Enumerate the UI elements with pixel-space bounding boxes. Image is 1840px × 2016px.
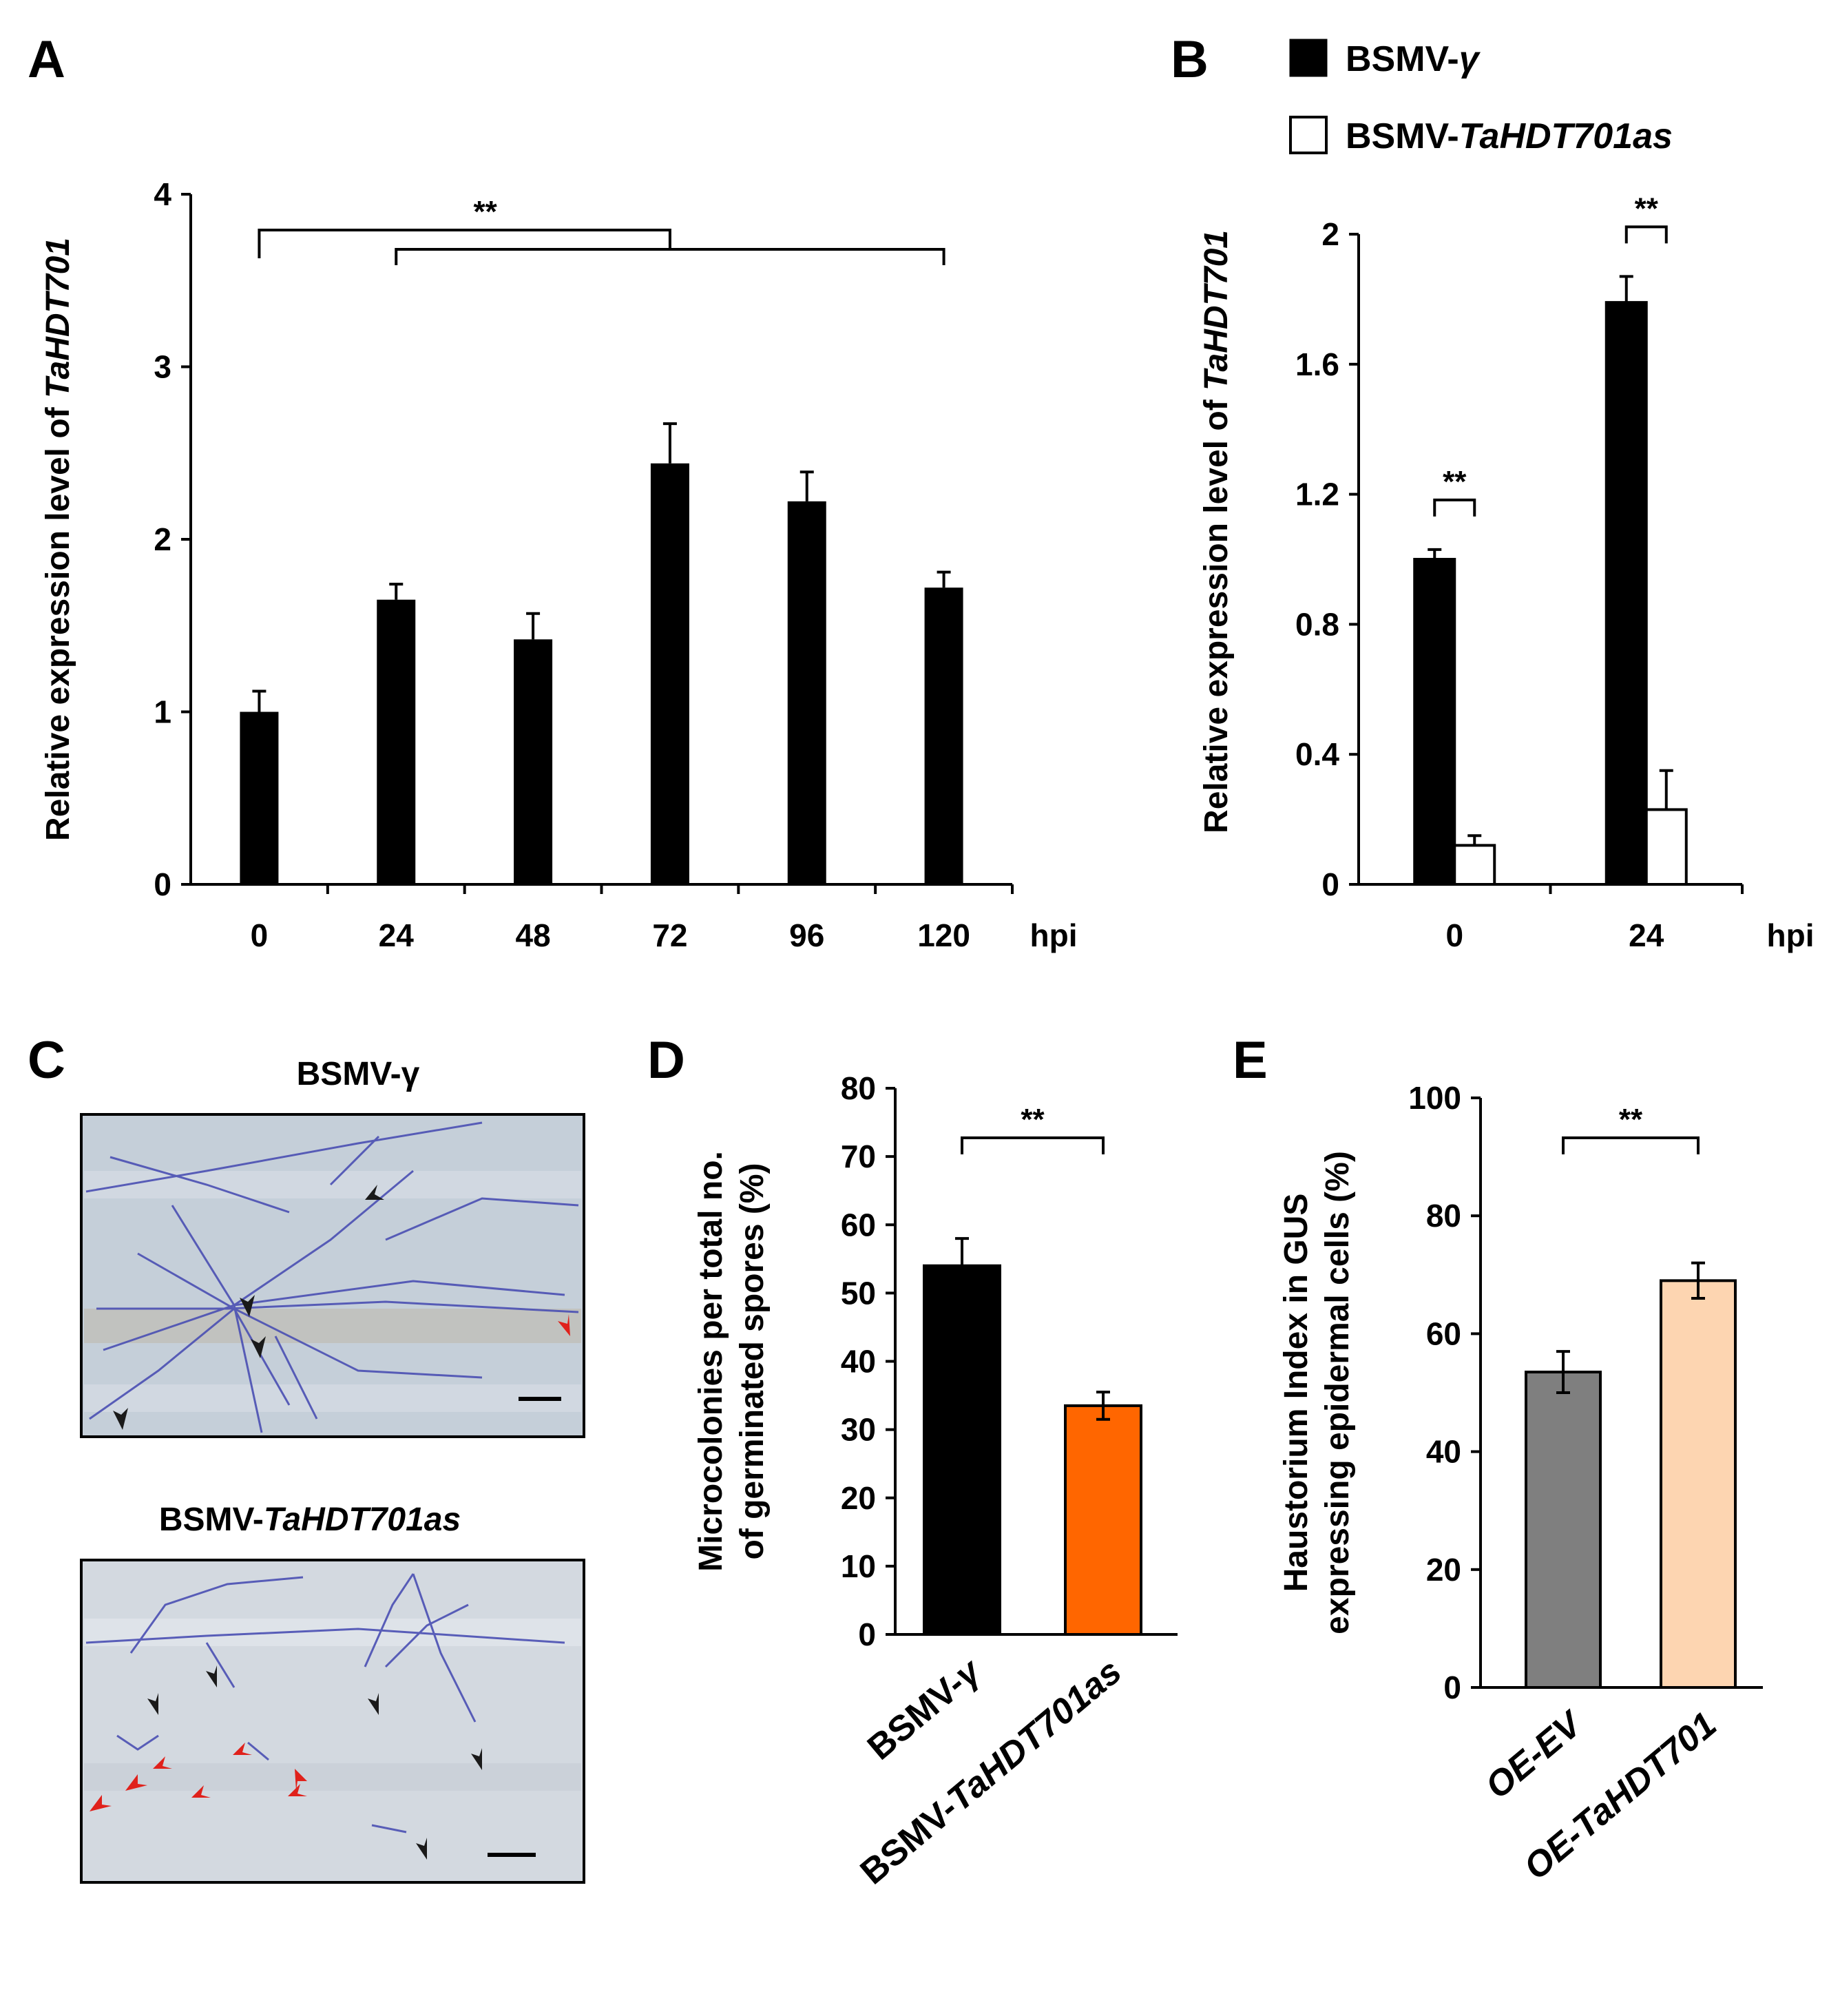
chart-b-bar-series2: [1453, 844, 1496, 886]
micrograph-bottom-title: BSMV-TaHDT701as: [159, 1501, 461, 1538]
chart-d-ylabel-line1: Microcolonies per total no.: [693, 1151, 729, 1572]
chart-b-ytick-label: 2: [1321, 216, 1339, 252]
legend-swatch-bsmv-tahdt701as: [1289, 116, 1328, 154]
chart-a-xtick-label: 96: [789, 917, 824, 953]
chart-d-ytick-label: 70: [841, 1139, 876, 1174]
chart-d-ylabel-line2: of germinated spores (%): [734, 1163, 771, 1559]
chart-a-ytick-label: 0: [154, 866, 171, 902]
chart-e-xtick-label: OE-EV: [1478, 1703, 1591, 1807]
chart-d-ytick-label: 40: [841, 1344, 876, 1380]
chart-a-ytick-label: 4: [154, 176, 171, 212]
panel-letter-c: C: [28, 1031, 65, 1090]
chart-e-ytick-label: 40: [1426, 1434, 1461, 1470]
legend-label-bsmv-tahdt701as: BSMV-TaHDT701as: [1346, 116, 1673, 156]
chart-e-ytick-label: 60: [1426, 1316, 1461, 1351]
chart-e-ytick-label: 100: [1408, 1080, 1461, 1116]
chart-d-ytick-label: 50: [841, 1275, 876, 1311]
chart-e-bar: [1660, 1279, 1737, 1689]
chart-a-ytick-label: 3: [154, 349, 171, 385]
chart-e-ytick-label: 20: [1426, 1552, 1461, 1588]
chart-b-ytick-label: 1.6: [1295, 346, 1339, 382]
chart-d-bar: [923, 1264, 1001, 1636]
chart-a-x-unit: hpi: [1030, 917, 1078, 953]
micrograph-bsmv-tahdt701as: [80, 1559, 585, 1884]
chart-b: 0 0.4 0.8 1.2 1.6 2 ** 0 ** 24 hpi Relative express…: [1198, 191, 1814, 953]
chart-a-xtick-label: 72: [652, 917, 687, 953]
chart-b-sig-bracket: [1433, 498, 1476, 517]
chart-d-xtick-label: BSMV-γ: [860, 1650, 990, 1768]
chart-d-ytick-label: 80: [841, 1070, 876, 1106]
chart-e-ylabel-line2: expressing epidermal cells (%): [1319, 1151, 1356, 1634]
chart-d-ytick-label: 30: [841, 1412, 876, 1448]
legend-label-bsmv-gamma: BSMV-γ: [1346, 39, 1481, 79]
chart-b-sig-label: **: [1635, 191, 1659, 225]
chart-b-sig-bracket: [1624, 225, 1668, 244]
chart-b-ytick-label: 0.8: [1295, 606, 1339, 642]
chart-d-bar: [1064, 1404, 1142, 1636]
chart-a-sig-bracket: [395, 248, 945, 265]
chart-b-x-unit: hpi: [1767, 917, 1815, 953]
chart-a-xtick-label: 24: [379, 917, 415, 953]
chart-b-sig-label: **: [1443, 465, 1467, 499]
chart-d-sig-bracket: [961, 1136, 1105, 1154]
chart-b-bar-series2: [1644, 808, 1688, 886]
chart-e-sig-bracket: [1562, 1136, 1700, 1154]
chart-e: 020406080100OE-EVOE-TaHDT701**Haustorium…: [1278, 1080, 1763, 1888]
micrograph-top-title: BSMV-γ: [297, 1056, 420, 1092]
chart-d-ytick-label: 10: [841, 1548, 876, 1584]
chart-a-ytick-label: 2: [154, 521, 171, 557]
chart-a-bar: [650, 463, 689, 884]
chart-a-bar: [787, 501, 826, 884]
chart-a-xtick-label: 0: [251, 917, 269, 953]
chart-a-sig-bracket: [258, 229, 671, 258]
micrograph-bsmv-gamma: [80, 1113, 585, 1438]
panel-letter-e: E: [1233, 1031, 1268, 1090]
chart-e-ytick-label: 80: [1426, 1198, 1461, 1234]
chart-e-ytick-label: 0: [1443, 1670, 1461, 1705]
chart-d-ytick-label: 60: [841, 1207, 876, 1243]
panel-letter-b: B: [1171, 30, 1209, 89]
chart-e-sig-label: **: [1619, 1103, 1643, 1136]
chart-a: 0 1 2 3 4 0 24 48 72 96 120 hpi Relative expression …: [40, 176, 1077, 953]
chart-b-bar-series1: [1604, 301, 1648, 886]
chart-a-ylabel: Relative expression level of TaHDT701: [40, 238, 76, 841]
chart-e-bar: [1525, 1371, 1602, 1690]
panel-letter-d: D: [647, 1031, 685, 1090]
chart-a-bar: [240, 711, 279, 884]
chart-a-bar: [924, 588, 963, 884]
chart-d-sig-label: **: [1021, 1103, 1045, 1136]
chart-b-ytick-label: 0: [1321, 866, 1339, 902]
chart-b-bar-series1: [1413, 558, 1456, 886]
chart-d-xtick-label: BSMV-TaHDT701as: [853, 1652, 1129, 1893]
chart-a-ytick-label: 1: [154, 694, 171, 730]
chart-b-ylabel: Relative expression level of TaHDT701: [1198, 230, 1235, 833]
chart-b-ytick-label: 0.4: [1295, 736, 1339, 772]
legend-swatch-bsmv-gamma: [1289, 39, 1328, 77]
chart-b-ytick-label: 1.2: [1295, 477, 1339, 512]
chart-a-bar: [514, 639, 553, 884]
chart-e-ylabel-line1: Haustorium Index in GUS: [1278, 1194, 1315, 1592]
chart-b-xtick-label: 0: [1445, 917, 1463, 953]
chart-a-xtick-label: 48: [515, 917, 550, 953]
chart-a-xtick-label: 120: [917, 917, 970, 953]
chart-b-xtick-label: 24: [1629, 917, 1664, 953]
chart-a-bar: [377, 599, 416, 884]
legend-b: BSMV-γ BSMV-TaHDT701as: [1289, 39, 1673, 156]
panel-letter-a: A: [28, 30, 65, 89]
chart-a-sig-label: **: [474, 195, 498, 229]
chart-d-ytick-label: 0: [858, 1617, 876, 1652]
chart-d-ytick-label: 20: [841, 1480, 876, 1516]
